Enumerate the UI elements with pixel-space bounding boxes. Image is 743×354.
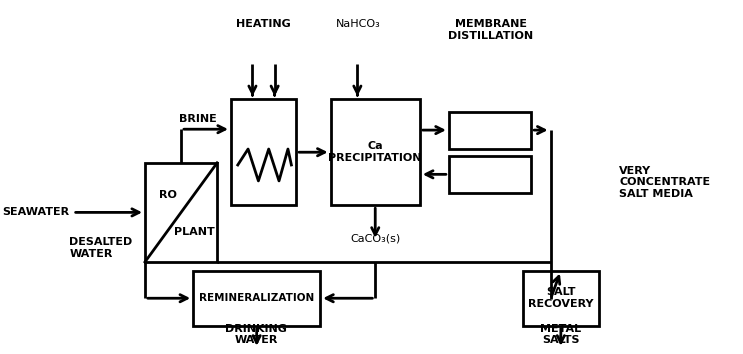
Bar xyxy=(523,271,599,326)
Text: HEATING: HEATING xyxy=(236,19,291,29)
Text: METAL
SALTS: METAL SALTS xyxy=(540,324,582,345)
Text: CaCO₃(s): CaCO₃(s) xyxy=(350,234,400,244)
Text: SALT
RECOVERY: SALT RECOVERY xyxy=(528,287,594,309)
Text: VERY
CONCENTRATE
SALT MEDIA: VERY CONCENTRATE SALT MEDIA xyxy=(619,166,710,199)
Bar xyxy=(193,271,320,326)
Bar xyxy=(449,112,531,149)
Bar xyxy=(449,156,531,193)
Text: PLANT: PLANT xyxy=(174,227,215,237)
Bar xyxy=(145,163,217,262)
Text: RO: RO xyxy=(159,189,177,200)
Text: DESALTED
WATER: DESALTED WATER xyxy=(69,237,132,259)
Bar xyxy=(231,99,296,205)
Text: MEMBRANE
DISTILLATION: MEMBRANE DISTILLATION xyxy=(448,19,533,41)
Text: BRINE: BRINE xyxy=(179,114,217,124)
Text: DRINKING
WATER: DRINKING WATER xyxy=(225,324,288,345)
Text: Ca
PRECIPITATION: Ca PRECIPITATION xyxy=(328,141,422,163)
Text: REMINERALIZATION: REMINERALIZATION xyxy=(199,293,314,303)
Text: SEAWATER: SEAWATER xyxy=(2,207,69,217)
Text: NaHCO₃: NaHCO₃ xyxy=(336,19,380,29)
Bar xyxy=(331,99,420,205)
